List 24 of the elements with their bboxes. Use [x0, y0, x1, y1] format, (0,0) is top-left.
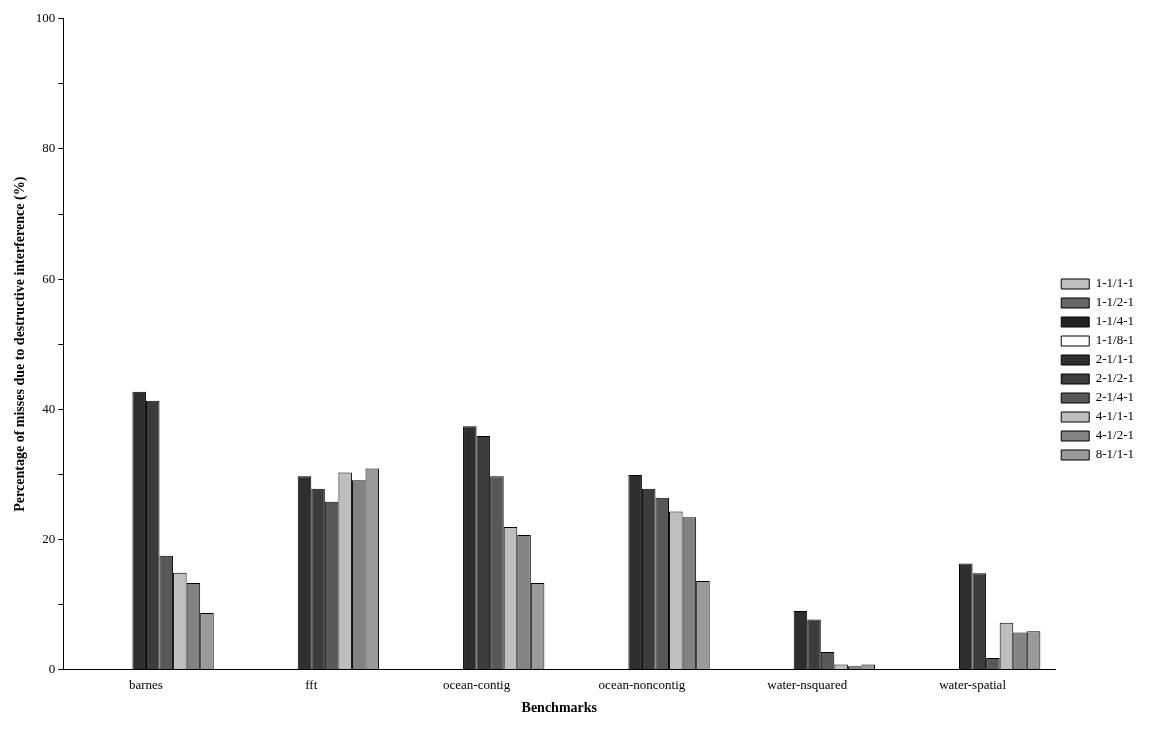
- legend-label: 1-1/2-1: [1095, 294, 1135, 310]
- legend-label: 2-1/1-1: [1095, 351, 1135, 367]
- legend-label: 1-1/8-1: [1095, 332, 1135, 348]
- legend-label: 8-1/1-1: [1095, 446, 1135, 462]
- legend-label: 1-1/1-1: [1095, 275, 1135, 291]
- x-axis-title: Benchmarks: [521, 700, 598, 716]
- y-axis-title: Percentage of misses due to destructive interference (%): [12, 176, 29, 512]
- y-tick-label: 20: [42, 530, 56, 546]
- x-tick-label: ocean-noncontig: [598, 676, 686, 692]
- x-tick-label: water-nsquared: [767, 676, 848, 692]
- legend-label: 2-1/2-1: [1095, 370, 1135, 386]
- y-tick-label: 100: [35, 10, 56, 26]
- y-tick-label: 80: [42, 140, 56, 156]
- legend-label: 4-1/2-1: [1095, 427, 1135, 443]
- y-tick-label: 40: [42, 400, 56, 416]
- x-tick-label: fft: [305, 676, 318, 692]
- x-tick-label: ocean-contig: [443, 676, 511, 692]
- legend-label: 2-1/4-1: [1095, 389, 1135, 405]
- x-tick-label: water-spatial: [939, 676, 1007, 692]
- y-tick-label: 0: [48, 661, 56, 677]
- y-tick-label: 60: [42, 270, 56, 286]
- legend-label: 4-1/1-1: [1095, 408, 1135, 424]
- x-tick-label: barnes: [128, 676, 163, 692]
- legend-label: 1-1/4-1: [1095, 313, 1135, 329]
